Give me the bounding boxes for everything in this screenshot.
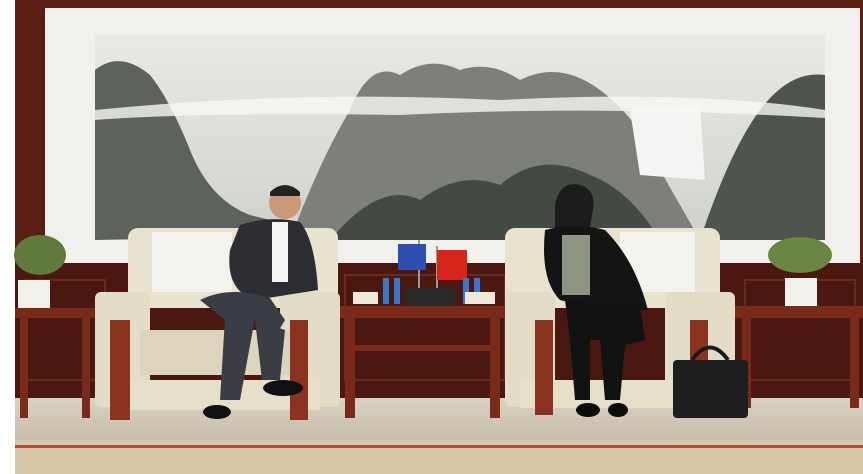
- flags: [353, 240, 495, 306]
- man: [200, 185, 318, 419]
- plant-right: [768, 237, 832, 306]
- side-table-left: [15, 308, 95, 418]
- painting: [95, 35, 825, 240]
- woman: [544, 184, 648, 417]
- plant-left: [14, 235, 66, 308]
- bag: [673, 345, 748, 418]
- center-table: [340, 306, 505, 418]
- carpet-border: [15, 445, 863, 448]
